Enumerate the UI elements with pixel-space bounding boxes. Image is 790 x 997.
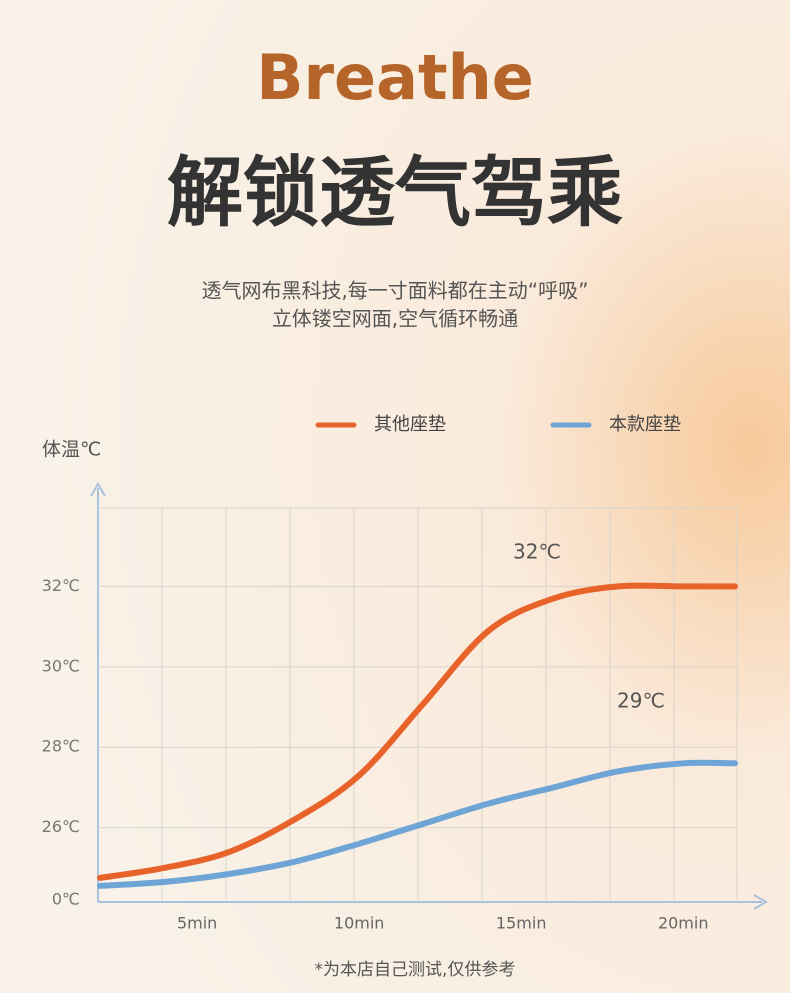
series-line (96, 582, 739, 881)
y-axis-label: 体温℃ (42, 439, 101, 461)
legend-label: 本款座垫 (609, 414, 681, 435)
chart-title: 解锁透气驾乘 (167, 148, 623, 237)
annotation: 29℃ (617, 689, 665, 713)
vertical-grid (98, 507, 738, 900)
y-tick-label: 30℃ (42, 656, 80, 675)
x-tick-label: 5min (177, 914, 217, 933)
legend-label: 其他座垫 (374, 414, 446, 435)
annotation: 32℃ (513, 540, 561, 564)
x-tick-label: 20min (658, 914, 709, 933)
series-line (96, 759, 739, 889)
subtitle: 立体镂空网面,空气循环畅通 (272, 307, 518, 331)
footnote: *为本店自己测试,仅供参考 (315, 960, 516, 980)
subtitle: 透气网布黑科技,每一寸面料都在主动“呼吸” (201, 279, 588, 303)
brand: Breathe (256, 41, 534, 114)
axes (90, 482, 768, 910)
y-tick-label: 32℃ (42, 576, 80, 595)
x-tick-label: 10min (334, 914, 385, 933)
y-tick-label: 28℃ (42, 737, 80, 756)
y-tick-label: 0℃ (52, 890, 80, 909)
x-tick-label: 15min (496, 914, 547, 933)
y-tick-label: 26℃ (42, 817, 80, 836)
